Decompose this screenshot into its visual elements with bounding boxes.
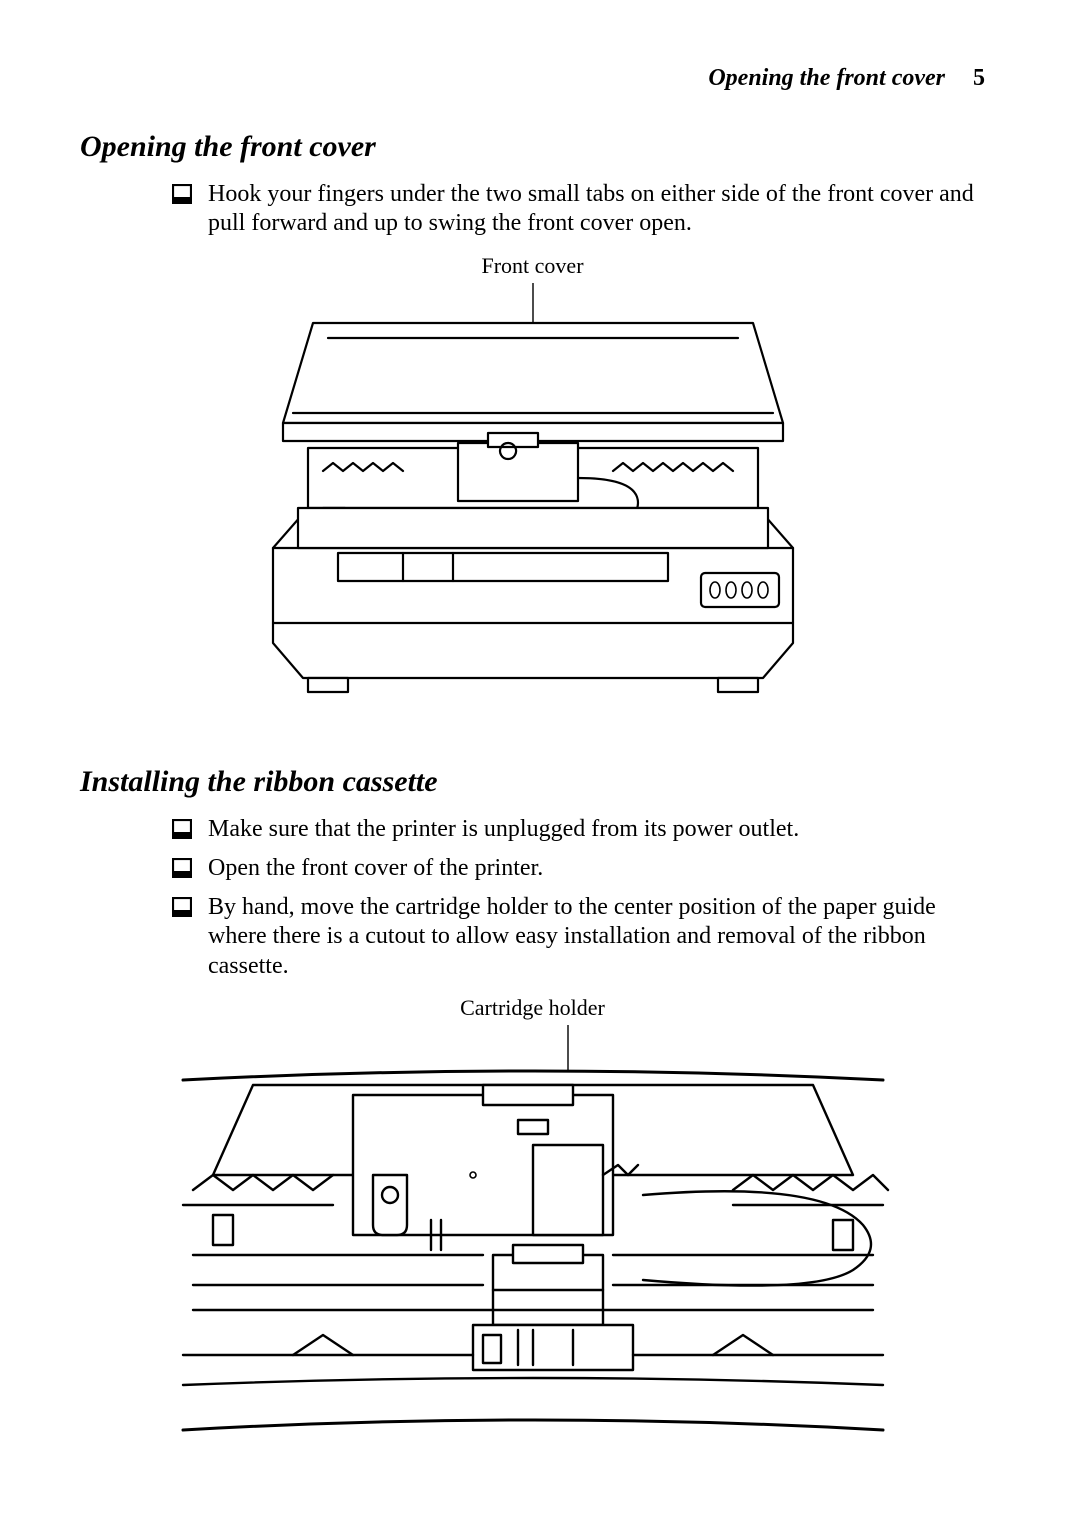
step-item: By hand, move the cartridge holder to th… bbox=[172, 893, 985, 981]
step-item: Hook your fingers under the two small ta… bbox=[172, 180, 985, 239]
running-header: Opening the front cover 5 bbox=[80, 65, 985, 92]
figure-cartridge-holder: Cartridge holder bbox=[80, 995, 985, 1445]
bullet-icon bbox=[172, 184, 192, 204]
bullet-icon bbox=[172, 858, 192, 878]
figure-front-cover: Front cover bbox=[80, 253, 985, 713]
section-title-installing: Installing the ribbon cassette bbox=[80, 765, 985, 799]
section-title-opening: Opening the front cover bbox=[80, 130, 985, 164]
figure-caption: Cartridge holder bbox=[80, 995, 985, 1021]
bullet-icon bbox=[172, 819, 192, 839]
step-text: Hook your fingers under the two small ta… bbox=[208, 181, 974, 236]
step-item: Open the front cover of the printer. bbox=[172, 854, 985, 883]
cartridge-illustration bbox=[173, 1025, 893, 1445]
figure-caption: Front cover bbox=[80, 253, 985, 279]
step-text: By hand, move the cartridge holder to th… bbox=[208, 894, 936, 979]
bullet-icon bbox=[172, 897, 192, 917]
steps-list-2: Make sure that the printer is unplugged … bbox=[172, 815, 985, 981]
step-text: Make sure that the printer is unplugged … bbox=[208, 816, 799, 842]
step-text: Open the front cover of the printer. bbox=[208, 855, 543, 881]
page-number: 5 bbox=[973, 65, 985, 91]
printer-illustration bbox=[253, 283, 813, 713]
step-item: Make sure that the printer is unplugged … bbox=[172, 815, 985, 844]
running-header-title: Opening the front cover bbox=[708, 65, 945, 91]
steps-list-1: Hook your fingers under the two small ta… bbox=[172, 180, 985, 239]
